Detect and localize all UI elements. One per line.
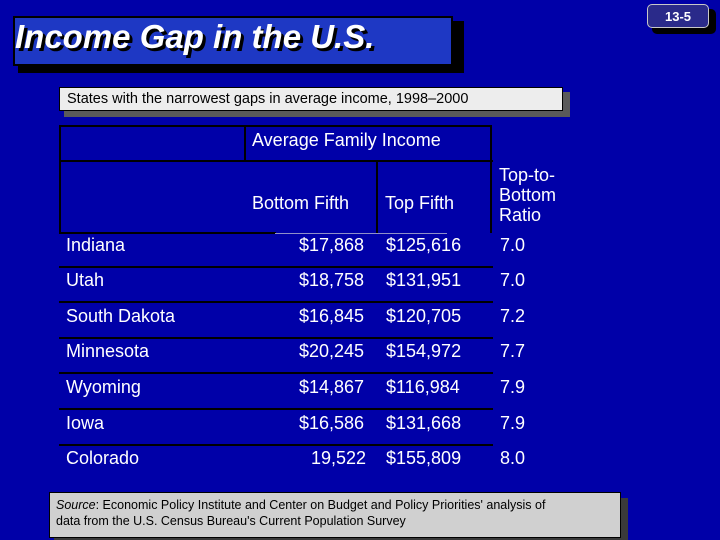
state-cell: Iowa — [66, 413, 105, 433]
state-cell: Minnesota — [66, 341, 150, 361]
col-header-ratio: Top-to- Bottom Ratio — [499, 165, 556, 225]
state-cell: Colorado — [66, 448, 140, 468]
row-divider — [59, 337, 493, 339]
ratio-cell: 8.0 — [500, 448, 526, 468]
bottom-fifth-cell: $16,845 — [299, 306, 365, 326]
row-divider — [59, 444, 493, 446]
row-divider-left — [59, 232, 276, 234]
ratio-cell: 7.2 — [500, 306, 526, 326]
column-divider — [376, 161, 378, 233]
ratio-cell: 7.0 — [500, 270, 526, 290]
source-text: : Economic Policy Institute and Center o… — [95, 498, 546, 512]
ratio-header-line: Ratio — [499, 205, 542, 225]
table-top-border — [59, 125, 492, 127]
bottom-fifth-cell: $18,758 — [299, 270, 365, 290]
bottom-fifth-cell: $14,867 — [299, 377, 365, 397]
col-header-top-fifth: Top Fifth — [385, 193, 455, 213]
group-left-border — [244, 125, 246, 161]
state-cell: South Dakota — [66, 306, 176, 326]
state-cell: Indiana — [66, 235, 126, 255]
row-divider — [59, 301, 493, 303]
slide-title: Income Gap in the U.S. — [15, 18, 375, 55]
top-fifth-cell: $154,972 — [386, 341, 462, 361]
row-divider — [59, 372, 493, 374]
ratio-header-line: Bottom — [499, 185, 557, 205]
state-cell: Utah — [66, 270, 105, 290]
col-header-bottom-fifth: Bottom Fifth — [252, 193, 350, 213]
top-fifth-cell: $131,951 — [386, 270, 462, 290]
source-line: data from the U.S. Census Bureau's Curre… — [56, 514, 406, 528]
row-divider — [59, 408, 493, 410]
group-header: Average Family Income — [252, 130, 441, 150]
title-text-shadow: Income Gap in the U.S. — [18, 21, 378, 58]
table-left-border — [59, 161, 61, 233]
table-left-border-top — [59, 125, 61, 161]
header-underline — [275, 233, 447, 234]
state-cell: Wyoming — [66, 377, 141, 397]
subtitle: States with the narrowest gaps in averag… — [59, 87, 563, 111]
bottom-fifth-cell: $16,586 — [299, 413, 365, 433]
ratio-left-border — [490, 125, 492, 233]
slide-number: 13-5 — [647, 4, 709, 28]
top-fifth-cell: $116,984 — [386, 377, 460, 397]
ratio-cell: 7.9 — [500, 377, 526, 397]
top-fifth-cell: $120,705 — [386, 306, 462, 326]
row-divider — [59, 266, 493, 268]
bottom-fifth-cell: 19,522 — [311, 448, 367, 468]
source-note: Source: Economic Policy Institute and Ce… — [49, 492, 621, 538]
top-fifth-cell: $131,668 — [386, 413, 462, 433]
ratio-header-line: Top-to- — [499, 165, 556, 185]
source-label: Source — [56, 498, 96, 512]
title-box — [13, 16, 453, 66]
bottom-fifth-cell: $20,245 — [299, 341, 365, 361]
top-fifth-cell: $155,809 — [386, 448, 462, 468]
ratio-cell: 7.9 — [500, 413, 526, 433]
top-fifth-cell: $125,616 — [386, 235, 462, 255]
ratio-cell: 7.7 — [500, 341, 526, 361]
source-line: Source: Economic Policy Institute and Ce… — [56, 497, 620, 513]
bottom-fifth-cell: $17,868 — [299, 235, 365, 255]
header-divider — [59, 160, 493, 162]
ratio-cell: 7.0 — [500, 235, 526, 255]
